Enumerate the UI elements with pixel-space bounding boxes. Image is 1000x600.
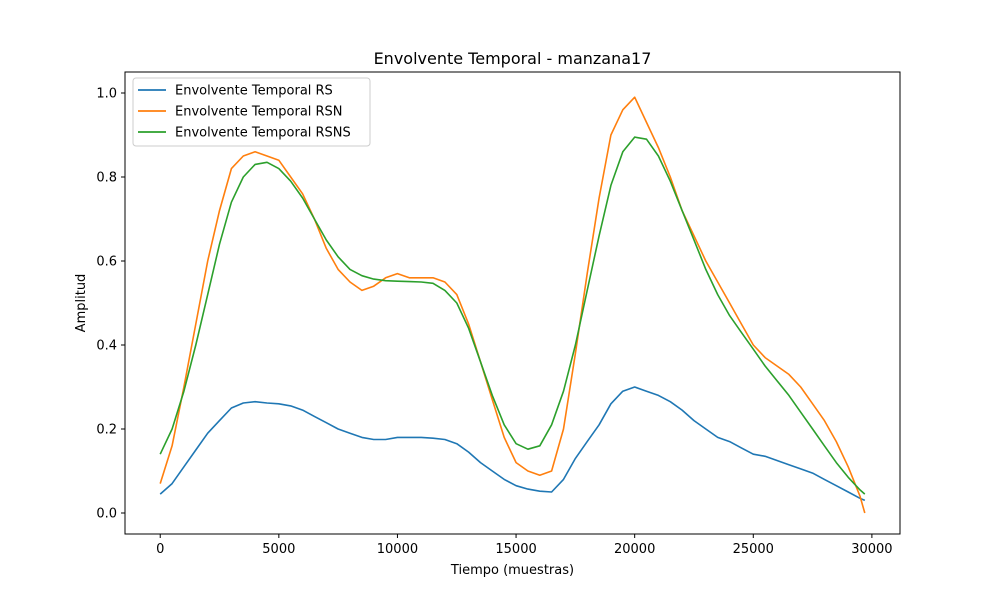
- chart-title: Envolvente Temporal - manzana17: [374, 49, 652, 68]
- legend-label: Envolvente Temporal RSN: [175, 105, 343, 120]
- plot-frame: [124, 71, 901, 535]
- plot-area: [125, 72, 900, 534]
- legend-label: Envolvente Temporal RS: [175, 84, 333, 99]
- x-tick-label: 15000: [495, 542, 536, 557]
- legend: Envolvente Temporal RS Envolvente Tempora…: [132, 77, 371, 147]
- y-tick-label: 0.6: [96, 255, 117, 270]
- legend-box: [132, 77, 371, 147]
- legend-label: Envolvente Temporal RSNS: [175, 126, 351, 141]
- y-tick-label: 0.2: [96, 423, 117, 438]
- y-tick-label: 0.8: [96, 171, 117, 186]
- series-line-1: [159, 386, 866, 502]
- x-axis: 0 5000 10000 15000 20000 25000 30000: [156, 534, 893, 557]
- y-axis-title: Amplitud: [74, 274, 89, 333]
- y-tick-label: 0.0: [96, 507, 117, 522]
- y-tick-label: 1.0: [96, 87, 117, 102]
- series-line-3: [159, 136, 866, 495]
- x-tick-label: 25000: [733, 542, 774, 557]
- x-axis-title: Tiempo (muestras): [450, 563, 574, 578]
- y-axis: 0.0 0.2 0.4 0.6 0.8 1.0: [96, 87, 125, 522]
- series-lines: [159, 96, 866, 514]
- x-tick-label: 10000: [377, 542, 418, 557]
- x-tick-label: 20000: [614, 542, 655, 557]
- x-tick-label: 30000: [851, 542, 892, 557]
- x-tick-label: 5000: [262, 542, 295, 557]
- series-line-2: [159, 96, 866, 514]
- x-tick-label: 0: [156, 542, 164, 557]
- y-tick-label: 0.4: [96, 339, 117, 354]
